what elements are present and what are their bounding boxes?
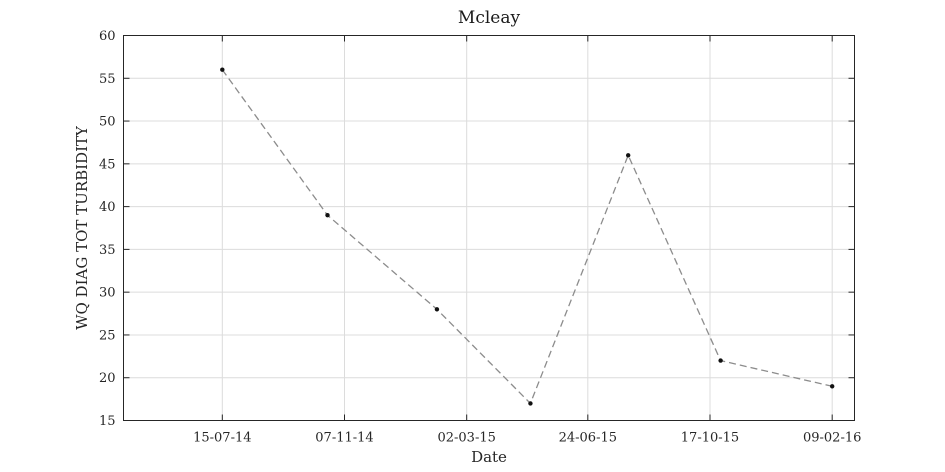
data-point [528,401,533,406]
x-tick-label: 07-11-14 [315,431,373,446]
data-point [434,307,440,312]
y-axis-label: WQ DIAG TOT TURBIDITY [73,125,91,330]
y-tick-label: 30 [99,286,116,301]
y-tick-label: 60 [99,29,116,44]
grid [123,35,855,421]
x-axis-label: Date [471,448,507,466]
series [220,67,835,406]
y-tick-label: 25 [99,328,116,343]
axis-ticks: 15 20 25 30 35 40 45 50 55 60 15-07-14 07-11-14 02-0… [99,29,861,446]
data-point [718,358,723,363]
data-point [220,67,225,72]
y-tick-label: 15 [99,414,116,429]
y-tick-label: 45 [99,157,116,172]
y-tick-label: 50 [99,115,116,130]
x-tick-label: 15-07-14 [193,431,251,446]
y-tick-label: 35 [99,243,116,258]
y-tick-label: 40 [99,200,116,215]
series-line [221,69,833,405]
data-point [625,153,631,158]
plot-area [123,35,855,421]
chart-title: Mcleay [458,8,521,28]
data-point [325,212,330,218]
y-tick-label: 55 [99,72,116,87]
data-point [829,384,835,389]
x-tick-label: 17-10-15 [681,431,739,446]
x-tick-label: 09-02-16 [803,431,861,446]
x-tick-label: 02-03-15 [437,431,495,446]
x-tick-label: 24-06-15 [559,431,617,446]
y-tick-label: 20 [99,371,116,386]
